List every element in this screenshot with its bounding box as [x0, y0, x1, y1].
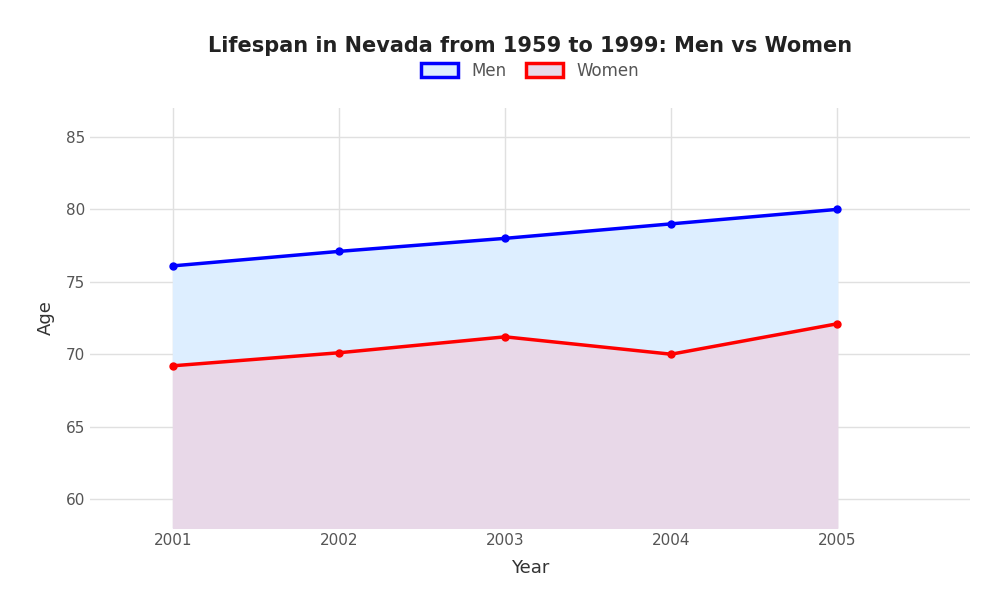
X-axis label: Year: Year	[511, 559, 549, 577]
Y-axis label: Age: Age	[37, 301, 55, 335]
Legend: Men, Women: Men, Women	[421, 62, 639, 80]
Title: Lifespan in Nevada from 1959 to 1999: Men vs Women: Lifespan in Nevada from 1959 to 1999: Me…	[208, 37, 852, 56]
